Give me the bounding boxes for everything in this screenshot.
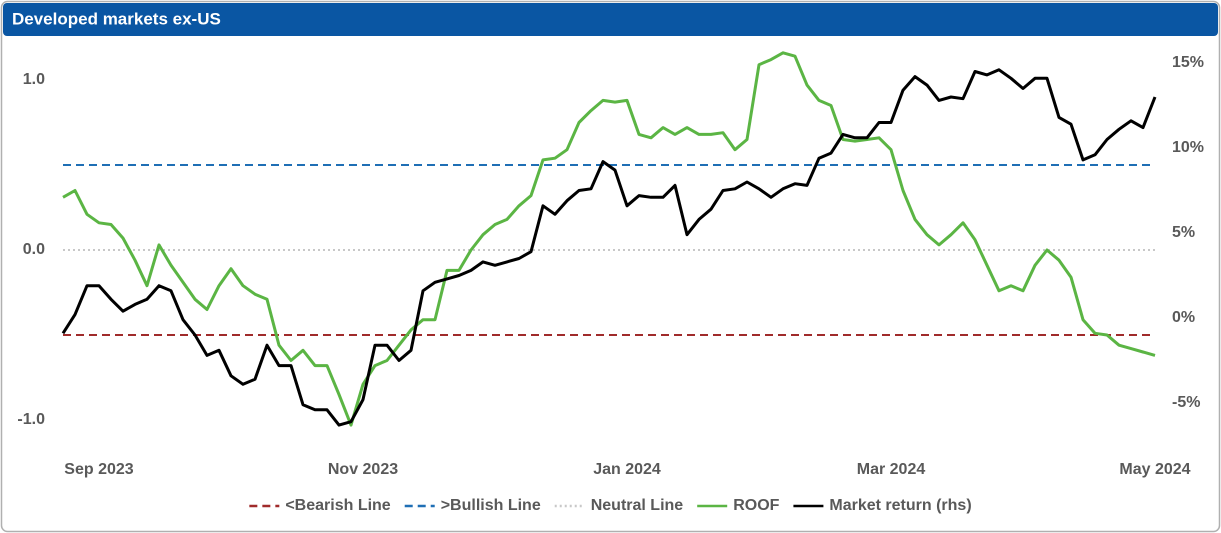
x-tick-label: Nov 2023 xyxy=(328,461,398,478)
legend-label: Market return (rhs) xyxy=(829,497,971,514)
y2-tick-label: 10% xyxy=(1172,139,1204,156)
legend-label: >Bullish Line xyxy=(441,497,541,514)
series-line xyxy=(62,51,1156,427)
y2-tick-label: 5% xyxy=(1172,224,1195,241)
x-tick-label: May 2024 xyxy=(1119,461,1190,478)
chart-title: Developed markets ex-US xyxy=(12,9,221,28)
title-bar xyxy=(3,3,1218,36)
x-tick-label: Mar 2024 xyxy=(857,461,926,478)
y-tick-label: -1.0 xyxy=(17,411,45,428)
y-tick-label: 0.0 xyxy=(23,241,45,258)
x-tick-label: Jan 2024 xyxy=(593,461,661,478)
legend-label: ROOF xyxy=(733,497,779,514)
y2-tick-label: 0% xyxy=(1172,309,1195,326)
series-line xyxy=(61,68,1157,427)
y-tick-label: 1.0 xyxy=(23,71,45,88)
legend-label: Neutral Line xyxy=(591,497,684,514)
y2-tick-label: -5% xyxy=(1172,394,1200,411)
legend-label: <Bearish Line xyxy=(285,497,390,514)
y2-tick-label: 15% xyxy=(1172,54,1204,71)
x-tick-label: Sep 2023 xyxy=(64,461,133,478)
